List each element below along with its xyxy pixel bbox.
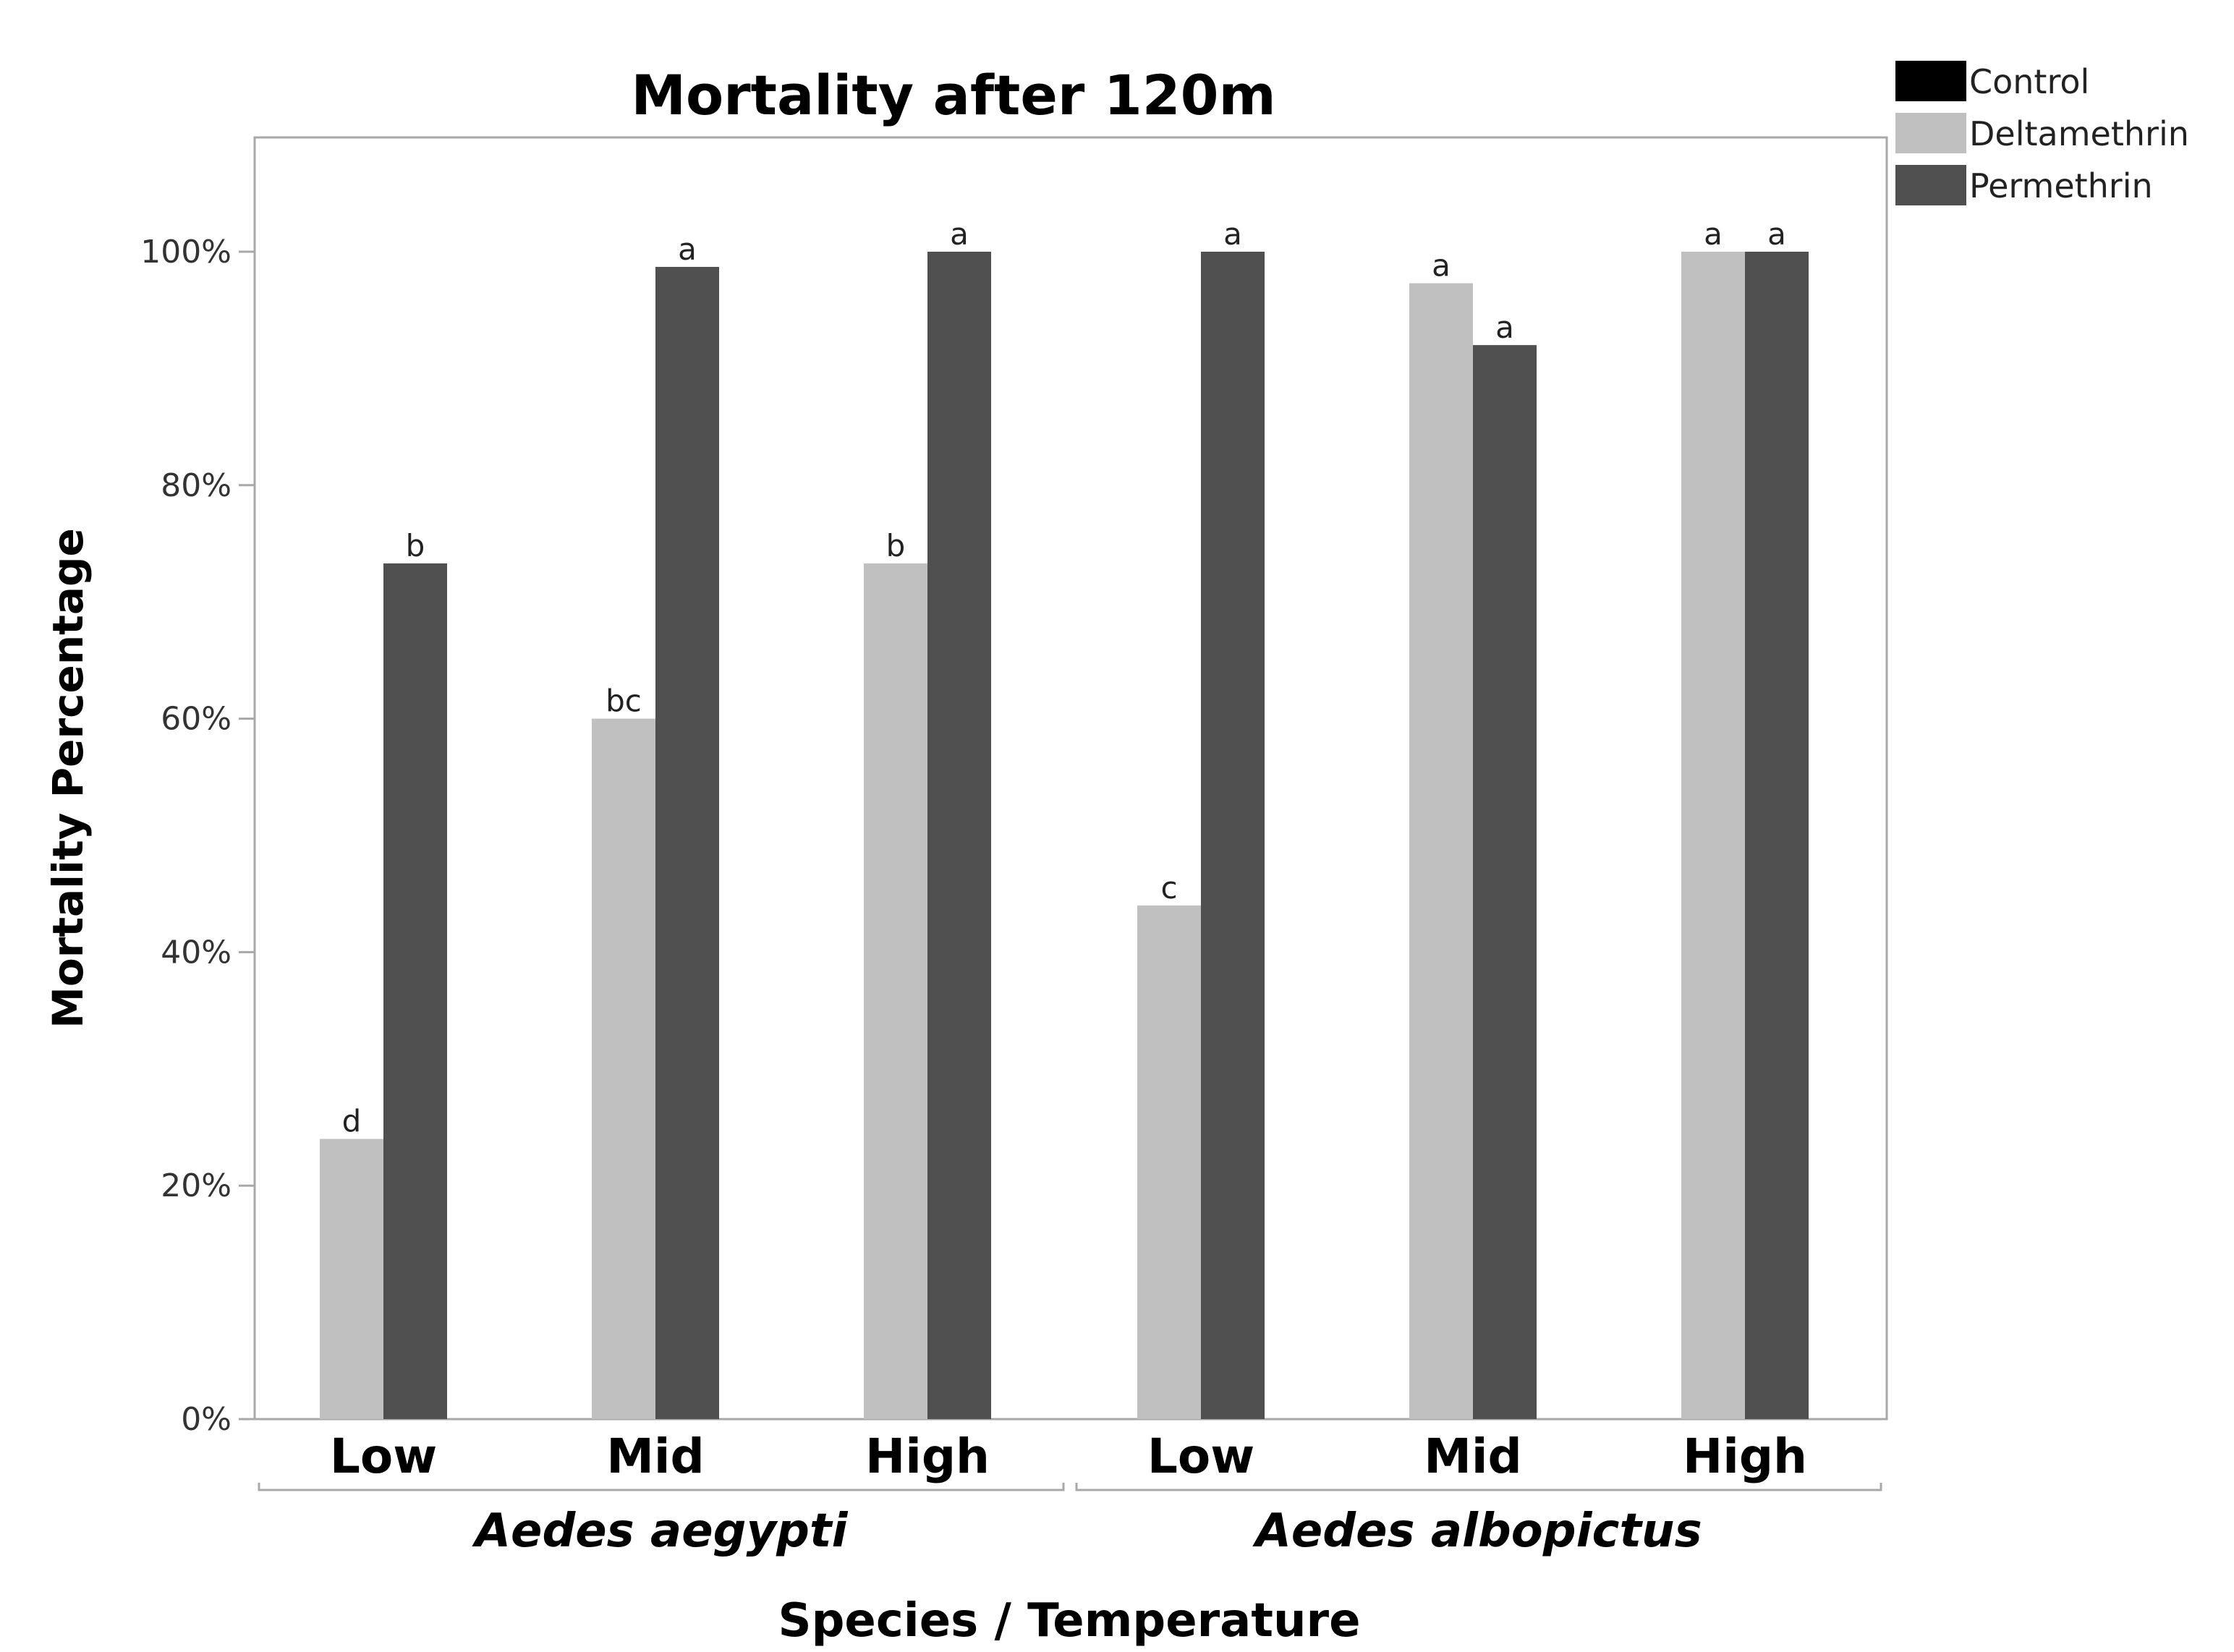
- bar-letter-label: b: [406, 528, 425, 563]
- y-tick-label: 20%: [161, 1167, 232, 1204]
- x-group-label: Aedes aegypti: [472, 1504, 849, 1558]
- y-tick-label: 80%: [161, 467, 232, 504]
- group-bracket: [258, 1483, 1065, 1491]
- x-category-label: Mid: [606, 1429, 705, 1484]
- bar-deltamethrin: [1409, 283, 1473, 1419]
- x-category-label: Low: [1147, 1429, 1254, 1484]
- bar-permethrin: [1745, 252, 1809, 1419]
- y-tick-label: 100%: [140, 234, 232, 271]
- bar-permethrin: [927, 252, 991, 1419]
- x-category-label: Mid: [1424, 1429, 1522, 1484]
- bar-deltamethrin: [1137, 905, 1201, 1419]
- group-bracket: [1075, 1483, 1882, 1491]
- y-tick-label: 0%: [181, 1401, 232, 1438]
- bar-letter-label: d: [342, 1104, 362, 1139]
- bars: [320, 252, 1809, 1420]
- x-axis-title: Species / Temperature: [778, 1594, 1361, 1648]
- bar-permethrin: [655, 266, 719, 1420]
- x-category-label: Low: [330, 1429, 437, 1484]
- legend-swatch-deltamethrin: [1895, 113, 1966, 153]
- bar-letter-label: bc: [606, 684, 642, 719]
- bar-deltamethrin: [320, 1138, 383, 1419]
- bar-letter-label: a: [1495, 310, 1514, 345]
- y-axis: 0% 20% 40% 60% 80% 100%: [140, 234, 255, 1438]
- legend-label-permethrin: Permethrin: [1969, 166, 2153, 205]
- bar-deltamethrin: [592, 718, 655, 1419]
- bar-deltamethrin: [864, 563, 927, 1419]
- legend-swatch-permethrin: [1895, 165, 1966, 205]
- plot-frame: [253, 136, 1888, 1421]
- bar-letter-label: a: [950, 216, 969, 252]
- bar-permethrin: [1201, 252, 1265, 1419]
- bar-permethrin: [383, 563, 447, 1419]
- bar-permethrin: [1473, 345, 1537, 1419]
- x-category-label: High: [865, 1429, 990, 1484]
- bar-letter-label: a: [678, 231, 697, 267]
- y-tick-label: 60%: [161, 701, 232, 738]
- legend-label-deltamethrin: Deltamethrin: [1969, 114, 2189, 153]
- chart-title: Mortality after 120m: [631, 63, 1275, 127]
- x-category-label: High: [1683, 1429, 1807, 1484]
- legend-label-control: Control: [1969, 62, 2089, 101]
- bar-letter-label: a: [1223, 216, 1242, 252]
- bar-deltamethrin: [1681, 252, 1745, 1419]
- x-group-label: Aedes albopictus: [1252, 1504, 1702, 1558]
- legend: Control Deltamethrin Permethrin: [1895, 61, 2189, 205]
- x-axis: Low Mid High Aedes aegypti Low Mid High Aedes a…: [258, 1429, 1882, 1558]
- legend-swatch-control: [1895, 61, 1966, 101]
- y-tick-label: 40%: [161, 934, 232, 971]
- bar-letter-label: b: [886, 528, 906, 563]
- bar-letter-label: a: [1432, 248, 1451, 284]
- y-axis-title: Mortality Percentage: [43, 528, 93, 1029]
- bar-letter-label: a: [1767, 216, 1786, 252]
- bar-letter-label: c: [1160, 870, 1177, 906]
- bar-letter-label: a: [1704, 216, 1723, 252]
